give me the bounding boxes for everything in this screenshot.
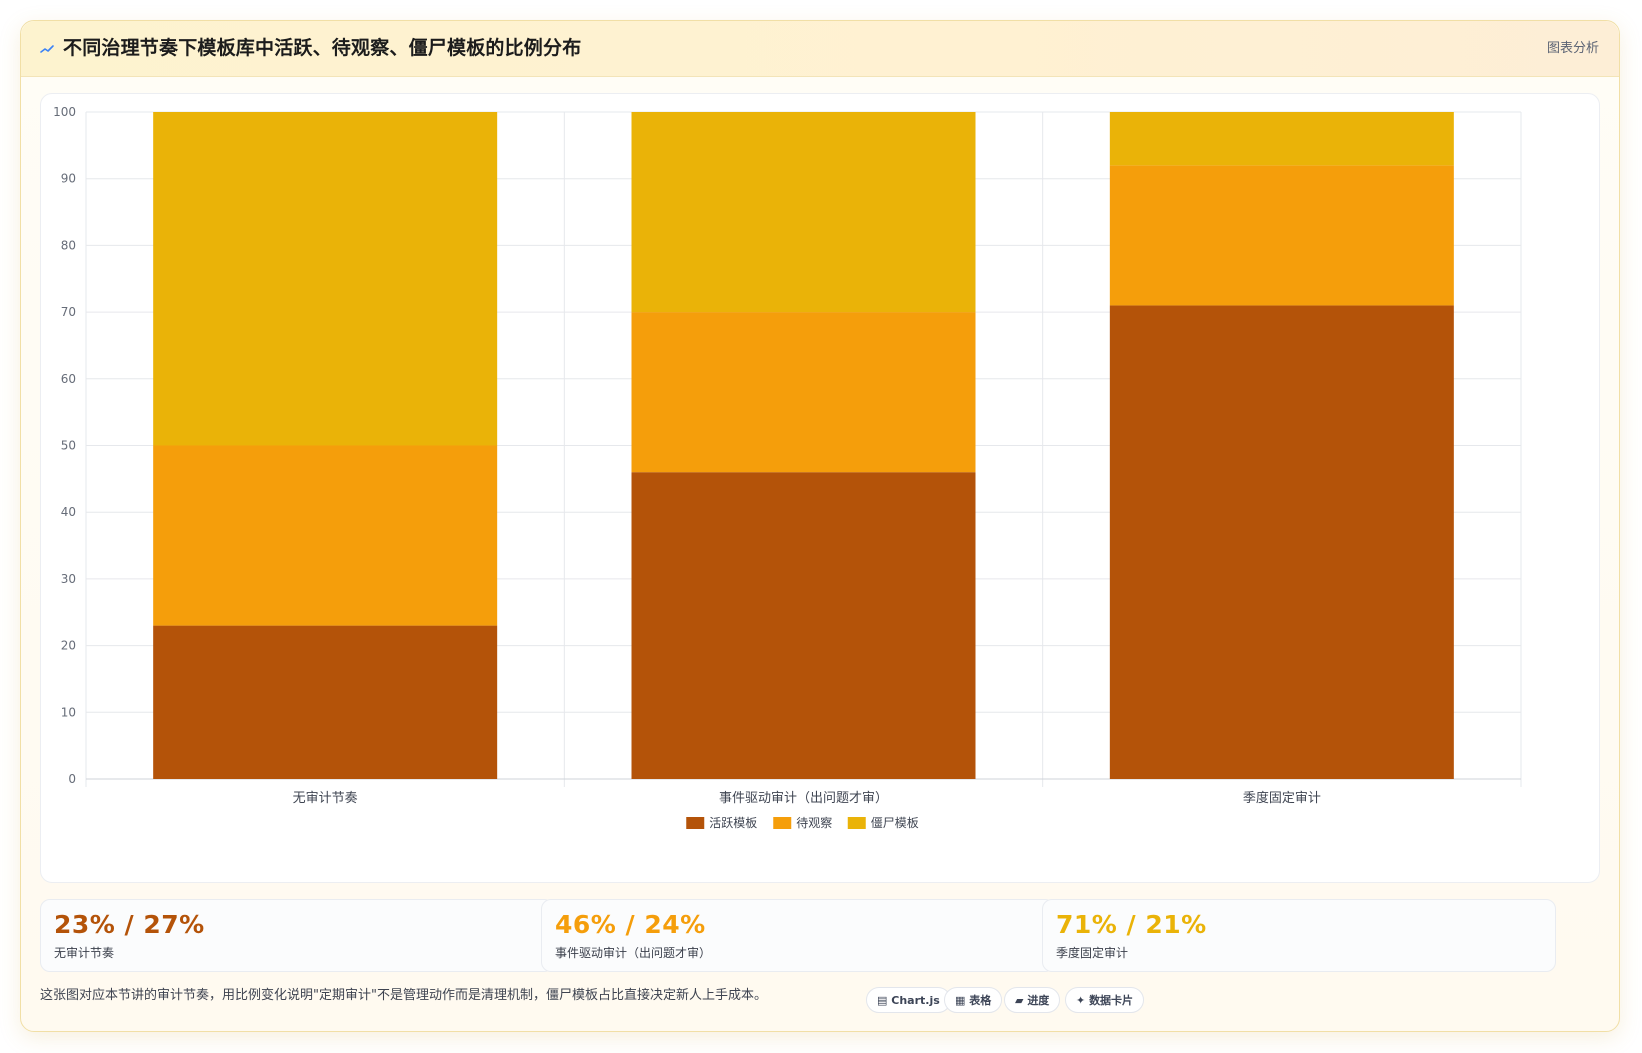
progress-icon: ▰ xyxy=(1015,994,1024,1007)
chip-data-card[interactable]: ✦ 数据卡片 xyxy=(1065,987,1145,1013)
chip-chartjs[interactable]: ▤ Chart.js xyxy=(866,987,951,1013)
y-tick-label: 50 xyxy=(61,439,76,453)
chart-card: 0 10 20 30 40 50 60 70 80 90 100 无审计节奏 事件驱动审计（出问题才审）… xyxy=(40,93,1600,883)
legend-swatch xyxy=(686,817,705,829)
chip-label: 进度 xyxy=(1027,994,1050,1007)
x-tick-label: 无审计节奏 xyxy=(293,791,358,806)
y-tick-label: 0 xyxy=(68,772,76,786)
table-icon: ▦ xyxy=(955,994,966,1007)
stacked-bar-chart: 0 10 20 30 40 50 60 70 80 90 100 无审计节奏 事件驱动审计（出问题才审）… xyxy=(53,105,1522,830)
chart-spark-icon xyxy=(40,45,54,53)
chart-footnote: 这张图对应本节讲的审计节奏，用比例变化说明"定期审计"不是管理动作而是清理机制，… xyxy=(40,988,767,1003)
bar-segment xyxy=(1109,165,1454,306)
panel-header: 不同治理节奏下模板库中活跃、待观察、僵尸模板的比例分布 图表分析 xyxy=(21,21,1619,77)
chip-label: Chart.js xyxy=(891,994,940,1007)
chip-progress[interactable]: ▰ 进度 xyxy=(1004,987,1061,1013)
legend-label: 待观察 xyxy=(796,816,832,830)
legend-label: 活跃模板 xyxy=(709,816,757,830)
x-tick-label: 季度固定审计 xyxy=(1243,790,1321,806)
y-tick-label: 70 xyxy=(61,305,76,319)
bar-segment xyxy=(631,112,976,313)
legend-label: 僵尸模板 xyxy=(871,816,919,830)
stat-card-event-driven: 46% / 24% 事件驱动审计（出问题才审） xyxy=(541,899,1055,972)
bar-segment xyxy=(631,312,976,473)
legend-swatch xyxy=(773,817,792,829)
y-tick-label: 20 xyxy=(61,639,76,653)
stat-card-no-audit: 23% / 27% 无审计节奏 xyxy=(40,899,554,972)
y-tick-label: 30 xyxy=(61,572,76,586)
bar-segment xyxy=(631,472,976,779)
stat-label: 事件驱动审计（出问题才审） xyxy=(555,946,712,960)
chart-panel: 不同治理节奏下模板库中活跃、待观察、僵尸模板的比例分布 图表分析 0 10 20 30… xyxy=(20,20,1620,1032)
page-title: 不同治理节奏下模板库中活跃、待观察、僵尸模板的比例分布 xyxy=(63,37,582,59)
y-tick-label: 80 xyxy=(61,238,76,252)
y-tick-label: 100 xyxy=(53,105,76,119)
stat-value: 23% / 27% xyxy=(54,910,205,939)
y-tick-label: 40 xyxy=(61,505,76,519)
sparkle-icon: ✦ xyxy=(1076,994,1086,1007)
bar-segment xyxy=(153,112,498,446)
y-tick-label: 10 xyxy=(61,705,76,719)
y-tick-label: 60 xyxy=(61,372,76,386)
y-tick-label: 90 xyxy=(61,172,76,186)
stat-label: 季度固定审计 xyxy=(1056,946,1129,960)
x-tick-label: 事件驱动审计（出问题才审） xyxy=(719,791,888,806)
legend-swatch xyxy=(847,817,866,829)
bar-segment xyxy=(153,445,498,626)
stat-value: 71% / 21% xyxy=(1056,910,1207,939)
bar-segment xyxy=(1109,112,1454,166)
chart-analysis-label[interactable]: 图表分析 xyxy=(1546,41,1599,56)
chip-label: 数据卡片 xyxy=(1089,994,1134,1007)
stat-label: 无审计节奏 xyxy=(54,946,115,960)
stat-value: 46% / 24% xyxy=(555,910,706,939)
stat-card-quarterly: 71% / 21% 季度固定审计 xyxy=(1042,899,1556,972)
bar-segment xyxy=(153,625,498,779)
chart-icon: ▤ xyxy=(877,994,888,1007)
chip-label: 表格 xyxy=(969,994,992,1007)
chip-table[interactable]: ▦ 表格 xyxy=(944,987,1003,1013)
bar-segment xyxy=(1109,305,1454,779)
